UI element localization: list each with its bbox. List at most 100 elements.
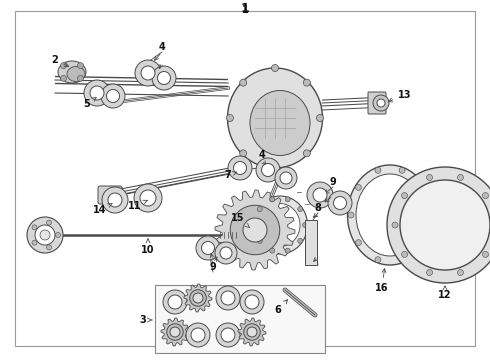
Circle shape xyxy=(415,195,475,255)
Text: 7: 7 xyxy=(224,170,237,180)
Text: 10: 10 xyxy=(141,239,155,255)
Circle shape xyxy=(40,230,50,240)
Circle shape xyxy=(303,150,310,157)
Ellipse shape xyxy=(260,203,300,247)
Circle shape xyxy=(377,99,385,107)
Circle shape xyxy=(252,222,258,228)
Circle shape xyxy=(275,167,297,189)
Circle shape xyxy=(328,191,352,215)
Circle shape xyxy=(458,270,464,275)
Circle shape xyxy=(60,75,67,81)
Circle shape xyxy=(152,66,176,90)
Circle shape xyxy=(186,323,210,347)
Bar xyxy=(155,285,325,353)
Circle shape xyxy=(303,79,310,86)
Circle shape xyxy=(387,167,490,283)
Circle shape xyxy=(135,60,161,86)
Circle shape xyxy=(392,222,398,228)
Circle shape xyxy=(298,207,303,212)
Text: 9: 9 xyxy=(210,262,217,272)
Ellipse shape xyxy=(250,90,310,156)
Circle shape xyxy=(244,324,260,340)
Circle shape xyxy=(140,190,156,206)
Text: 4: 4 xyxy=(259,150,266,160)
Circle shape xyxy=(190,290,206,306)
Circle shape xyxy=(355,184,362,190)
Circle shape xyxy=(243,218,267,242)
Circle shape xyxy=(285,248,290,253)
Ellipse shape xyxy=(347,165,433,265)
Circle shape xyxy=(106,90,120,103)
Circle shape xyxy=(418,184,424,190)
Circle shape xyxy=(77,63,83,69)
Circle shape xyxy=(285,197,290,202)
Circle shape xyxy=(77,75,83,81)
Circle shape xyxy=(375,167,381,173)
Circle shape xyxy=(234,162,246,175)
Circle shape xyxy=(168,295,182,309)
Text: 3: 3 xyxy=(140,315,152,325)
Circle shape xyxy=(313,188,327,202)
Circle shape xyxy=(399,257,405,263)
Text: 14: 14 xyxy=(93,203,112,215)
Circle shape xyxy=(348,212,354,218)
Circle shape xyxy=(458,175,464,180)
Ellipse shape xyxy=(252,196,308,254)
Circle shape xyxy=(196,236,220,260)
Ellipse shape xyxy=(67,67,85,81)
Circle shape xyxy=(483,251,489,257)
Polygon shape xyxy=(161,318,189,346)
Circle shape xyxy=(215,242,237,264)
Circle shape xyxy=(262,163,274,176)
Circle shape xyxy=(271,64,278,72)
Circle shape xyxy=(302,222,308,228)
Circle shape xyxy=(240,79,246,86)
Circle shape xyxy=(226,114,234,122)
Circle shape xyxy=(418,240,424,246)
Circle shape xyxy=(256,158,280,182)
Circle shape xyxy=(317,114,323,122)
Circle shape xyxy=(101,84,125,108)
Circle shape xyxy=(60,63,67,69)
Circle shape xyxy=(257,207,262,212)
Text: 5: 5 xyxy=(84,98,96,109)
Circle shape xyxy=(193,293,203,303)
Circle shape xyxy=(167,324,183,340)
FancyBboxPatch shape xyxy=(368,92,386,114)
Circle shape xyxy=(47,220,51,225)
Circle shape xyxy=(400,180,490,270)
Circle shape xyxy=(108,193,122,207)
Circle shape xyxy=(426,212,432,218)
Ellipse shape xyxy=(356,174,424,256)
Circle shape xyxy=(334,197,346,210)
Circle shape xyxy=(47,245,51,250)
Text: 2: 2 xyxy=(51,55,69,67)
FancyBboxPatch shape xyxy=(98,186,122,204)
Text: 16: 16 xyxy=(375,269,389,293)
Circle shape xyxy=(220,247,232,259)
Text: 13: 13 xyxy=(389,90,412,102)
Circle shape xyxy=(157,72,171,85)
Circle shape xyxy=(270,197,275,202)
Circle shape xyxy=(373,95,389,111)
Circle shape xyxy=(221,291,235,305)
Circle shape xyxy=(191,328,205,342)
Ellipse shape xyxy=(227,68,322,168)
Circle shape xyxy=(163,290,187,314)
Polygon shape xyxy=(215,190,295,270)
Circle shape xyxy=(355,240,362,246)
Circle shape xyxy=(483,193,489,199)
Circle shape xyxy=(401,193,408,199)
Text: 15: 15 xyxy=(231,213,249,228)
Circle shape xyxy=(35,225,55,245)
Ellipse shape xyxy=(58,61,86,83)
Circle shape xyxy=(216,323,240,347)
Text: 8: 8 xyxy=(315,203,321,213)
Circle shape xyxy=(270,248,275,253)
Text: 4: 4 xyxy=(159,42,166,52)
Text: 11: 11 xyxy=(128,200,147,211)
Circle shape xyxy=(141,66,155,80)
Circle shape xyxy=(228,156,252,180)
Circle shape xyxy=(32,240,37,245)
Text: 12: 12 xyxy=(438,286,452,300)
